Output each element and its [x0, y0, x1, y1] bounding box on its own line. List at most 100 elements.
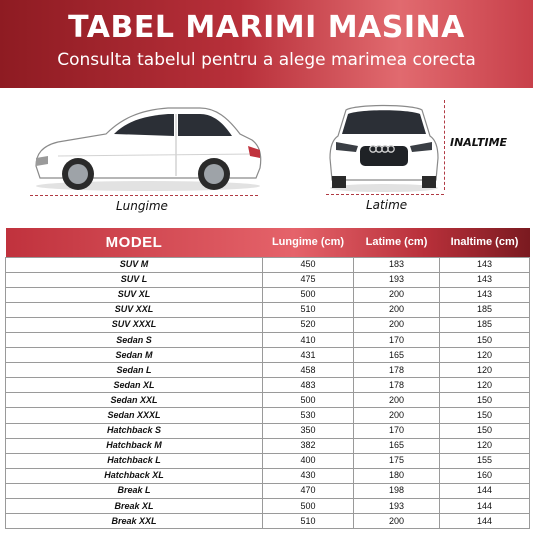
page-title: TABEL MARIMI MASINA	[68, 10, 465, 45]
table-row: Sedan L 458 178 120	[5, 362, 530, 379]
width-cell: 200	[353, 301, 440, 318]
width-cell: 198	[353, 482, 440, 500]
length-cell: 500	[262, 497, 354, 515]
model-cell: Sedan L	[5, 362, 263, 379]
height-cell: 155	[439, 452, 530, 469]
width-cell: 193	[353, 271, 440, 288]
table-row: Sedan XL 483 178 120	[5, 377, 530, 394]
column-header-width: Latime (cm)	[365, 236, 428, 249]
length-cell: 450	[262, 256, 354, 273]
table-row: SUV XXL 510 200 185	[5, 301, 530, 318]
length-cell: 520	[262, 316, 354, 333]
table-row: Hatchback S 350 170 150	[5, 422, 530, 439]
width-cell: 178	[353, 377, 440, 394]
model-cell: SUV M	[5, 256, 263, 273]
length-cell: 510	[262, 513, 354, 530]
length-cell: 458	[262, 362, 354, 379]
height-cell: 150	[439, 392, 530, 409]
height-cell: 185	[439, 301, 530, 318]
length-cell: 483	[262, 377, 354, 394]
width-cell: 183	[353, 256, 440, 273]
table-row: Sedan M 431 165 120	[5, 347, 530, 364]
size-table-container: MODEL Lungime (cm) Latime (cm) Inaltime …	[5, 228, 530, 530]
length-cell: 410	[262, 331, 354, 349]
table-row: Sedan S 410 170 150	[5, 331, 530, 349]
width-dimension-line	[326, 194, 444, 195]
height-cell: 150	[439, 331, 530, 349]
height-cell: 143	[439, 286, 530, 303]
model-cell: Sedan XL	[5, 377, 263, 394]
model-cell: Break XL	[5, 497, 263, 515]
length-cell: 500	[262, 392, 354, 409]
height-cell: 143	[439, 271, 530, 288]
length-cell: 475	[262, 271, 354, 288]
height-cell: 144	[439, 482, 530, 500]
page-subtitle: Consulta tabelul pentru a alege marimea …	[57, 50, 476, 70]
table-row: Sedan XXL 500 200 150	[5, 392, 530, 409]
height-cell: 120	[439, 362, 530, 379]
height-cell: 185	[439, 316, 530, 333]
height-cell: 150	[439, 422, 530, 439]
model-cell: Hatchback S	[5, 422, 263, 439]
width-cell: 170	[353, 331, 440, 349]
model-cell: SUV XXXL	[5, 316, 263, 333]
car-size-table: MODEL Lungime (cm) Latime (cm) Inaltime …	[5, 228, 530, 530]
model-cell: Sedan XXXL	[5, 407, 263, 424]
table-row: SUV M 450 183 143	[5, 256, 530, 273]
car-side-view-illustration	[35, 107, 262, 191]
table-row: SUV L 475 193 143	[5, 271, 530, 288]
column-header-height: Inaltime (cm)	[450, 236, 519, 249]
table-row: Hatchback M 382 165 120	[5, 437, 530, 454]
width-label: Latime	[366, 198, 408, 212]
table-header-row: MODEL Lungime (cm) Latime (cm) Inaltime …	[5, 228, 530, 257]
height-cell: 120	[439, 377, 530, 394]
width-cell: 200	[353, 392, 440, 409]
height-cell: 143	[439, 256, 530, 273]
width-cell: 165	[353, 347, 440, 364]
height-cell: 144	[439, 513, 530, 530]
width-cell: 180	[353, 467, 440, 484]
table-row: Break XXL 510 200 144	[5, 513, 530, 530]
model-cell: Break XXL	[5, 513, 263, 530]
width-cell: 170	[353, 422, 440, 439]
model-cell: SUV XXL	[5, 301, 263, 318]
length-cell: 400	[262, 452, 354, 469]
height-cell: 160	[439, 467, 530, 484]
width-cell: 200	[353, 286, 440, 303]
height-cell: 150	[439, 407, 530, 424]
length-cell: 430	[262, 467, 354, 484]
width-cell: 200	[353, 407, 440, 424]
model-cell: Sedan S	[5, 331, 263, 349]
length-cell: 470	[262, 482, 354, 500]
table-body: SUV M 450 183 143 SUV L 475 193 143 SUV XL 500 200…	[5, 256, 530, 530]
height-label: INALTIME	[450, 136, 508, 149]
model-cell: Sedan XXL	[5, 392, 263, 409]
column-header-length: Lungime (cm)	[271, 236, 345, 249]
table-row: Break L 470 198 144	[5, 482, 530, 500]
table-row: Break XL 500 193 144	[5, 497, 530, 515]
table-row: Sedan XXXL 530 200 150	[5, 407, 530, 424]
width-cell: 165	[353, 437, 440, 454]
width-cell: 200	[353, 316, 440, 333]
model-cell: Break L	[5, 482, 263, 500]
length-cell: 350	[262, 422, 354, 439]
width-cell: 175	[353, 452, 440, 469]
table-row: Hatchback XL 430 180 160	[5, 467, 530, 484]
model-cell: Hatchback M	[5, 437, 263, 454]
length-cell: 382	[262, 437, 354, 454]
length-cell: 530	[262, 407, 354, 424]
table-row: SUV XL 500 200 143	[5, 286, 530, 303]
height-cell: 144	[439, 497, 530, 515]
height-cell: 120	[439, 437, 530, 454]
length-label: Lungime	[116, 199, 168, 213]
table-row: SUV XXXL 520 200 185	[5, 316, 530, 333]
model-cell: Hatchback XL	[5, 467, 263, 484]
model-cell: Hatchback L	[5, 452, 263, 469]
model-cell: Sedan M	[5, 347, 263, 364]
table-row: Hatchback L 400 175 155	[5, 452, 530, 469]
column-header-model: MODEL	[105, 233, 163, 251]
model-cell: SUV L	[5, 271, 263, 288]
width-cell: 193	[353, 497, 440, 515]
model-cell: SUV XL	[5, 286, 263, 303]
length-dimension-line	[30, 195, 258, 196]
